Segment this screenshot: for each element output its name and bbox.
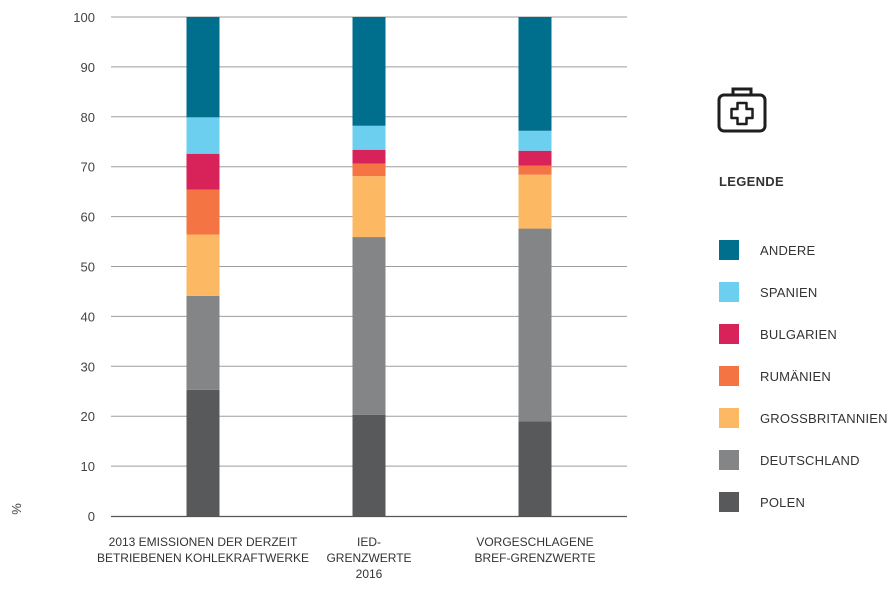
first-aid-kit-icon: [717, 87, 767, 133]
y-tick-label: 40: [81, 309, 95, 324]
bar-segment: [518, 165, 552, 175]
y-tick-label: 20: [81, 409, 95, 424]
legend-label: GROSSBRITANNIEN: [760, 410, 888, 426]
legend: ANDERE SPANIEN BULGARIEN RUMÄNIEN GROSSBRITA…: [719, 240, 888, 534]
bar-segment: [352, 237, 386, 415]
y-tick-label: 70: [81, 160, 95, 175]
bar-segment: [518, 228, 552, 422]
legend-label: ANDERE: [760, 242, 816, 258]
y-tick-label: 80: [81, 110, 95, 125]
legend-swatch: [719, 240, 739, 260]
bar-segment: [352, 163, 386, 177]
bar-segment: [186, 117, 220, 154]
y-tick-label: 90: [81, 60, 95, 75]
legend-swatch: [719, 408, 739, 428]
bar-segment: [518, 17, 552, 131]
legend-item: GROSSBRITANNIEN: [719, 408, 888, 428]
legend-item: DEUTSCHLAND: [719, 450, 888, 470]
axes: 0 10 20 30 40 50 60 70 80 90 100 2013 EMISSIONEN DE…: [73, 10, 627, 581]
legend-swatch: [719, 282, 739, 302]
category-label: VORGESCHLAGENE BREF-GRENZWERTE: [474, 535, 595, 565]
bar-segment: [518, 174, 552, 229]
bar-segment: [518, 150, 552, 166]
legend-item: RUMÄNIEN: [719, 366, 888, 386]
legend-swatch: [719, 324, 739, 344]
bar-segment: [352, 17, 386, 126]
legend-label: DEUTSCHLAND: [760, 452, 860, 468]
legend-label: SPANIEN: [760, 284, 818, 300]
y-tick-label: 50: [81, 260, 95, 275]
legend-label: BULGARIEN: [760, 326, 837, 342]
legend-label: RUMÄNIEN: [760, 368, 831, 384]
category-label: 2013 EMISSIONEN DER DERZEIT BETRIEBENEN K…: [97, 535, 309, 565]
legend-swatch: [719, 492, 739, 512]
bar-segment: [352, 149, 386, 164]
legend-item: POLEN: [719, 492, 888, 512]
bar-segment: [352, 125, 386, 150]
legend-title: LEGENDE: [719, 174, 784, 189]
bar-segment: [352, 176, 386, 238]
bar-segment: [186, 295, 220, 390]
bar-segment: [518, 421, 552, 516]
bar-segment: [186, 189, 220, 235]
y-tick-label: 30: [81, 359, 95, 374]
y-tick-label: 60: [81, 210, 95, 225]
bar-segment: [186, 389, 220, 516]
bar-segment: [352, 414, 386, 516]
legend-swatch: [719, 450, 739, 470]
y-tick-label: 10: [81, 459, 95, 474]
bar-segment: [186, 234, 220, 296]
category-label: IED-GRENZWERTE 2016: [326, 535, 411, 581]
bar-segment: [518, 130, 552, 151]
y-axis-unit-label: %: [9, 503, 24, 515]
legend-item: ANDERE: [719, 240, 888, 260]
legend-item: BULGARIEN: [719, 324, 888, 344]
bars: [186, 17, 552, 516]
y-tick-label: 100: [73, 10, 95, 25]
legend-swatch: [719, 366, 739, 386]
legend-item: SPANIEN: [719, 282, 888, 302]
legend-label: POLEN: [760, 494, 806, 510]
y-tick-label: 0: [88, 509, 95, 524]
bar-segment: [186, 17, 220, 118]
bar-segment: [186, 153, 220, 190]
